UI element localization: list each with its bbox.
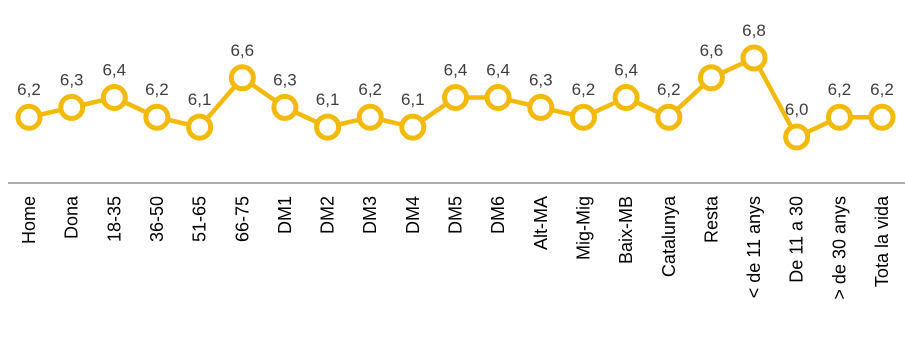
data-label-18: 6,8 [742, 21, 766, 40]
data-point-12 [484, 84, 512, 111]
data-label-4: 6,2 [145, 80, 169, 99]
category-label-16: Catalunya [659, 195, 679, 277]
category-label-12: DM6 [488, 196, 508, 234]
category-label-13: Alt-MA [531, 196, 551, 250]
category-label-14: Mig-Mig [573, 196, 593, 260]
data-label-15: 6,4 [614, 61, 638, 80]
category-label-5: 51-65 [190, 196, 210, 242]
data-point-14 [569, 103, 597, 131]
category-label-4: 36-50 [147, 196, 167, 242]
category-label-15: Baix-MB [616, 196, 636, 264]
category-label-21: Tota la vida [872, 195, 892, 287]
data-point-16 [655, 103, 683, 131]
category-label-9: DM3 [360, 196, 380, 234]
data-label-10: 6,1 [401, 90, 425, 109]
category-label-6: 66-75 [232, 196, 252, 242]
category-label-17: Resta [701, 195, 721, 243]
data-point-13 [527, 93, 555, 121]
data-point-17 [697, 64, 725, 92]
data-point-20 [825, 103, 853, 131]
data-point-10 [399, 113, 427, 141]
data-point-21 [868, 103, 896, 131]
data-label-8: 6,1 [316, 90, 340, 109]
data-point-6 [228, 64, 256, 92]
data-point-5 [186, 113, 214, 141]
category-label-20: > de 30 anys [829, 196, 849, 300]
data-point-11 [442, 84, 469, 111]
data-label-11: 6,4 [444, 61, 468, 80]
category-label-10: DM4 [403, 196, 423, 234]
category-label-11: DM5 [446, 196, 466, 234]
data-point-7 [271, 93, 299, 121]
category-label-8: DM2 [318, 196, 338, 234]
category-label-7: DM1 [275, 196, 295, 234]
data-label-1: 6,2 [17, 80, 41, 99]
data-label-3: 6,4 [102, 61, 126, 80]
data-label-12: 6,4 [486, 61, 510, 80]
data-label-16: 6,2 [657, 80, 681, 99]
category-label-1: Home [19, 196, 39, 244]
data-label-19: 6,0 [785, 100, 809, 119]
data-point-4 [143, 103, 171, 131]
category-label-3: 18-35 [104, 196, 124, 242]
data-label-6: 6,6 [230, 41, 254, 60]
data-label-7: 6,3 [273, 70, 297, 89]
data-point-3 [100, 84, 128, 111]
data-label-2: 6,3 [60, 70, 84, 89]
data-markers [15, 44, 896, 151]
data-point-1 [15, 103, 43, 131]
data-point-2 [58, 93, 86, 121]
category-label-2: Dona [62, 195, 82, 239]
data-point-18 [740, 44, 768, 72]
data-label-13: 6,3 [529, 70, 553, 89]
data-label-21: 6,2 [870, 80, 894, 99]
data-point-8 [314, 113, 342, 141]
data-point-9 [356, 103, 384, 131]
data-label-9: 6,2 [358, 80, 382, 99]
category-label-18: < de 11 anys [744, 196, 764, 298]
data-label-14: 6,2 [572, 80, 596, 99]
data-label-20: 6,2 [828, 80, 852, 99]
data-point-15 [612, 84, 640, 111]
category-label-19: De 11 a 30 [787, 196, 807, 283]
data-labels: 6,2 6,3 6,4 6,2 6,1 6,6 6,3 6,1 6,2 6,1 6,4 6,4 6,3 6… [17, 21, 894, 119]
category-labels: Home Dona 18-35 36-50 51-65 66-75 DM1 DM2 DM3 DM4… [19, 195, 892, 300]
data-label-17: 6,6 [700, 41, 724, 60]
data-point-19 [783, 123, 811, 151]
data-label-5: 6,1 [188, 90, 212, 109]
